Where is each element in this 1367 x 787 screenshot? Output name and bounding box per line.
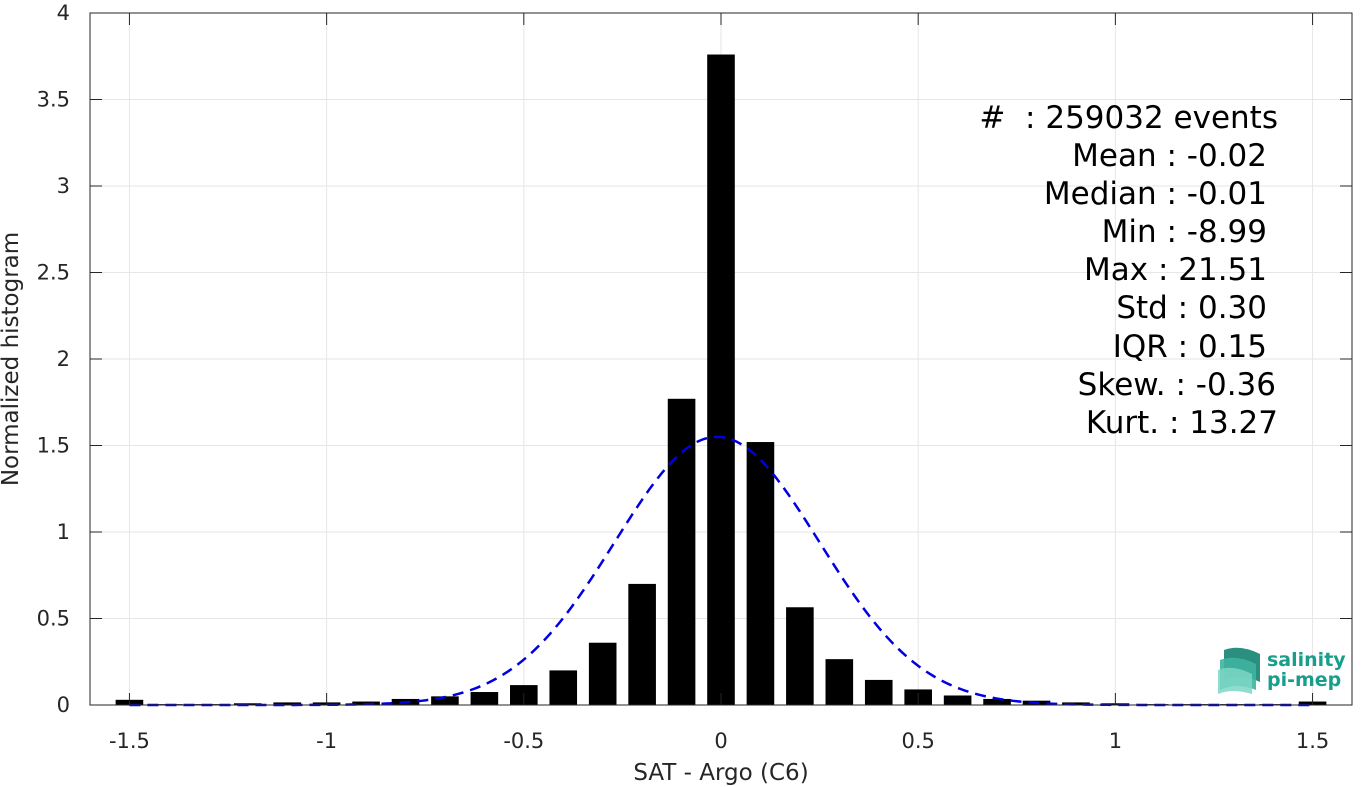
y-tick-label: 1 [57,520,70,544]
histogram-bar-11 [549,670,578,705]
histogram-bar-8 [431,696,459,705]
histogram-bar-4 [273,702,301,705]
stats-iqr: IQR : 0.15 [1113,329,1267,365]
histogram-bars [115,54,1327,705]
stats-mean: Mean : -0.02 [1072,138,1267,174]
histogram-bar-12 [588,642,617,705]
stats-kurt: Kurt. : 13.27 [1086,405,1278,441]
y-tick-label: 3 [57,174,70,198]
x-tick-label: -0.5 [503,729,544,753]
x-tick-label: 0.5 [901,729,934,753]
stats-min: Min : -8.99 [1102,214,1267,250]
x-tick-labels: -1.5 -1 -0.5 0 0.5 1 1.5 [109,729,1329,753]
gaussian-fit-curve [129,435,1313,707]
y-tick-label: 0.5 [37,607,70,631]
y-tick-label: 3.5 [37,88,70,112]
histogram-bar-21 [943,695,972,705]
stats-events: # : 259032 events [979,100,1278,136]
histogram-bar-24 [1062,702,1090,705]
histogram-bar-15 [707,54,735,705]
y-axis-label: Normalized histogram [0,232,24,486]
histogram-bar-9 [470,692,499,705]
histogram-bar-14 [667,398,696,705]
logo-line1: salinity [1267,649,1346,671]
histogram-bar-18 [825,659,854,705]
stats-skew: Skew. : -0.36 [1078,367,1276,403]
y-tick-labels: 0 0.5 1 1.5 2 2.5 3 3.5 4 [37,1,70,717]
stats-std: Std : 0.30 [1116,290,1267,326]
salinity-pimep-logo: salinity pi-mep [1218,647,1346,694]
histogram-bar-17 [786,607,814,705]
stats-panel: # : 259032 events Mean : -0.02 Median : … [979,100,1278,441]
stats-max: Max : 21.51 [1084,252,1267,288]
x-tick-label: -1 [316,729,337,753]
axis-ticks [90,12,1352,706]
y-tick-label: 2.5 [37,261,70,285]
x-tick-label: 0 [714,729,727,753]
x-tick-label: 1.5 [1296,729,1329,753]
salinity-wave-logo-icon [1218,647,1260,694]
y-tick-label: 2 [57,347,70,371]
y-tick-label: 4 [57,1,70,25]
x-axis-label: SAT - Argo (C6) [633,760,808,786]
y-tick-label: 0 [57,693,70,717]
y-tick-label: 1.5 [37,434,70,458]
stats-median: Median : -0.01 [1044,176,1267,212]
histogram-bar-19 [864,679,893,705]
histogram-bar-16 [746,442,775,705]
x-tick-label: 1 [1109,729,1122,753]
logo-line2: pi-mep [1267,669,1341,691]
histogram-bar-22 [983,698,1011,705]
histogram-bar-13 [628,583,656,705]
x-tick-label: -1.5 [109,729,150,753]
